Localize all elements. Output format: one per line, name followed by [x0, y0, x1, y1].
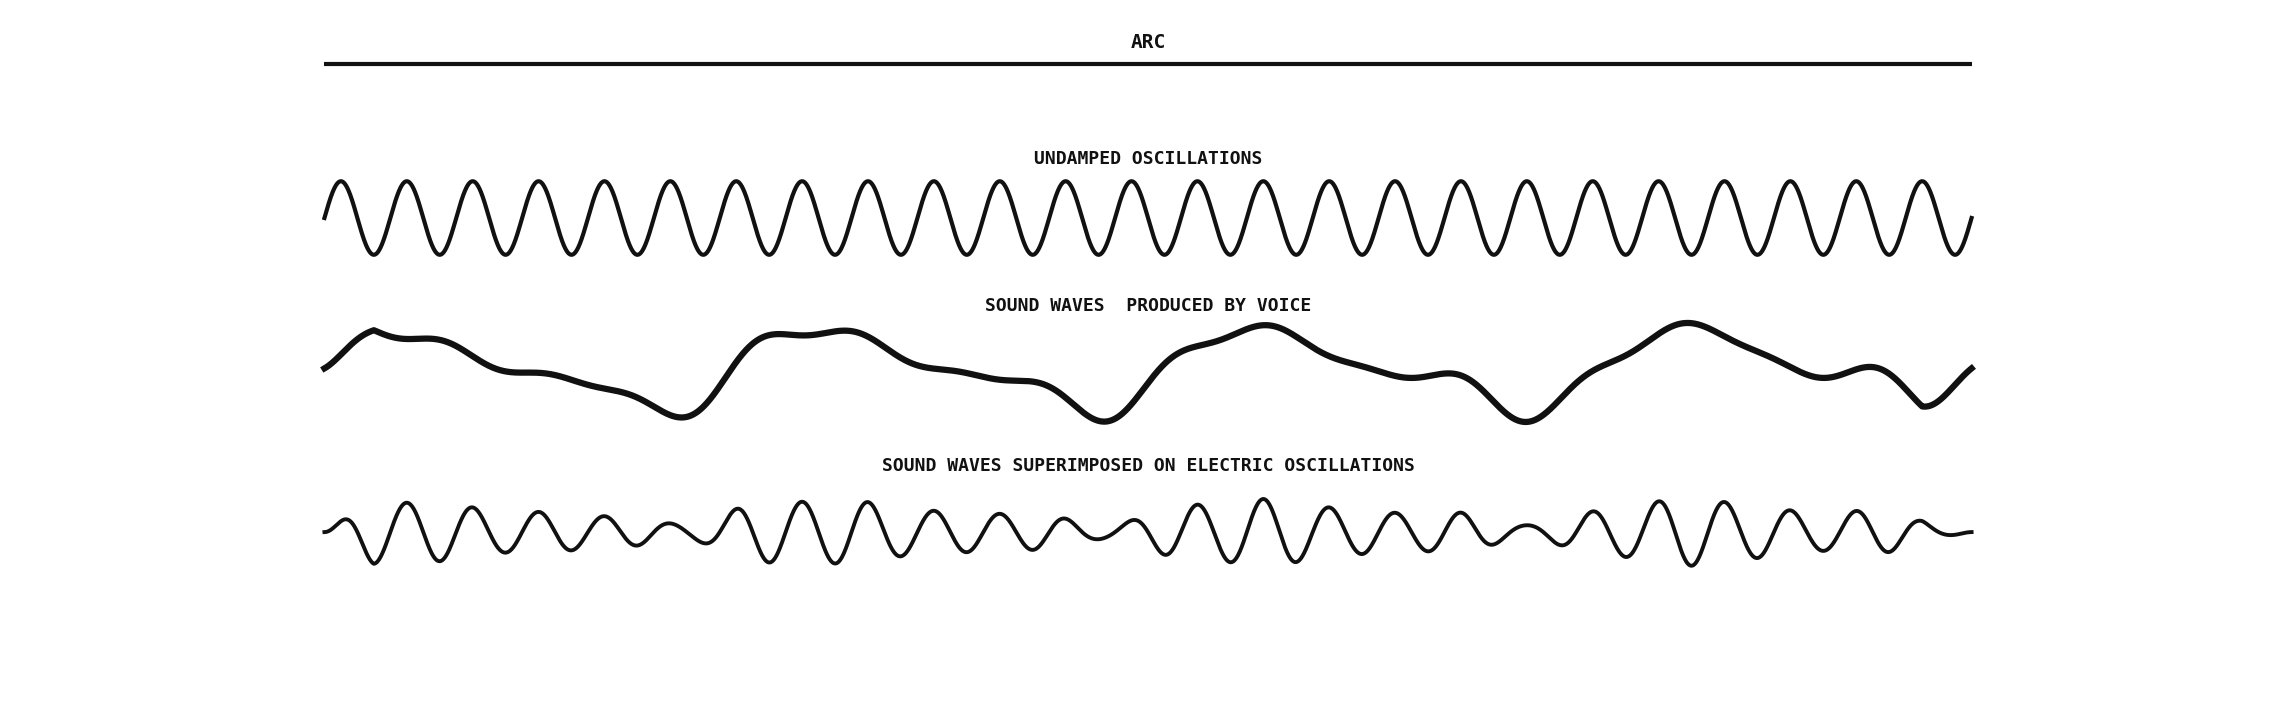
- Text: UNDAMPED OSCILLATIONS: UNDAMPED OSCILLATIONS: [1033, 150, 1263, 168]
- Text: SOUND WAVES SUPERIMPOSED ON ELECTRIC OSCILLATIONS: SOUND WAVES SUPERIMPOSED ON ELECTRIC OSC…: [882, 457, 1414, 475]
- Text: SOUND WAVES  PRODUCED BY VOICE: SOUND WAVES PRODUCED BY VOICE: [985, 297, 1311, 315]
- Text: ARC: ARC: [1130, 33, 1166, 53]
